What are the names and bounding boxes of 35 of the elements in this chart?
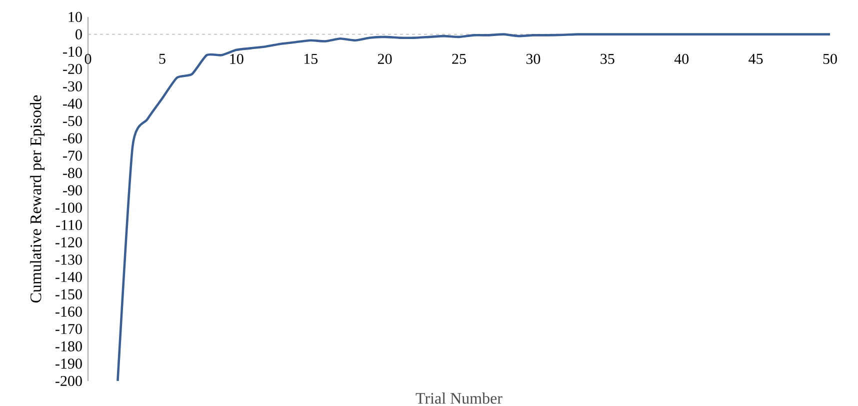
y-tick-label: -200: [56, 376, 82, 386]
y-tick-label: 10: [68, 12, 82, 22]
y-tick-label: -30: [63, 81, 82, 92]
y-tick-label: -110: [56, 220, 82, 230]
x-tick-label: 40: [674, 54, 689, 64]
y-tick-label: -40: [63, 98, 82, 109]
x-tick-label: 20: [378, 54, 392, 64]
y-tick-label: -20: [63, 64, 82, 74]
x-tick-label: 50: [823, 54, 837, 64]
y-tick-label: -150: [56, 289, 82, 300]
x-tick-label: 45: [748, 54, 763, 64]
y-tick-label: -10: [63, 46, 82, 57]
x-tick-label: 15: [304, 54, 318, 64]
x-tick-label: 35: [600, 54, 614, 64]
x-tick-label: 30: [526, 54, 540, 64]
y-tick-label: -170: [56, 324, 82, 334]
y-tick-label: -100: [56, 202, 82, 213]
y-tick-label: -80: [63, 168, 82, 178]
y-tick-label: -190: [56, 358, 82, 369]
x-tick-label: 5: [159, 54, 166, 64]
y-tick-label: -130: [56, 254, 82, 265]
y-tick-label: -60: [63, 133, 82, 144]
y-axis-title: Cumulative Reward per Episode: [30, 95, 44, 303]
y-tick-label: -140: [56, 272, 82, 282]
y-tick-label: 0: [76, 29, 82, 40]
y-tick-label: -70: [63, 150, 82, 161]
y-tick-label: -50: [63, 116, 82, 126]
y-tick-label: -120: [56, 237, 82, 248]
x-axis-title: Trial Number: [416, 392, 502, 404]
x-tick-label: 0: [84, 54, 92, 64]
y-tick-label: -180: [56, 341, 82, 352]
y-tick-label: -90: [63, 185, 82, 196]
x-tick-label: 10: [230, 54, 244, 64]
y-tick-label: -160: [56, 306, 82, 317]
x-tick-label: 25: [452, 54, 466, 64]
